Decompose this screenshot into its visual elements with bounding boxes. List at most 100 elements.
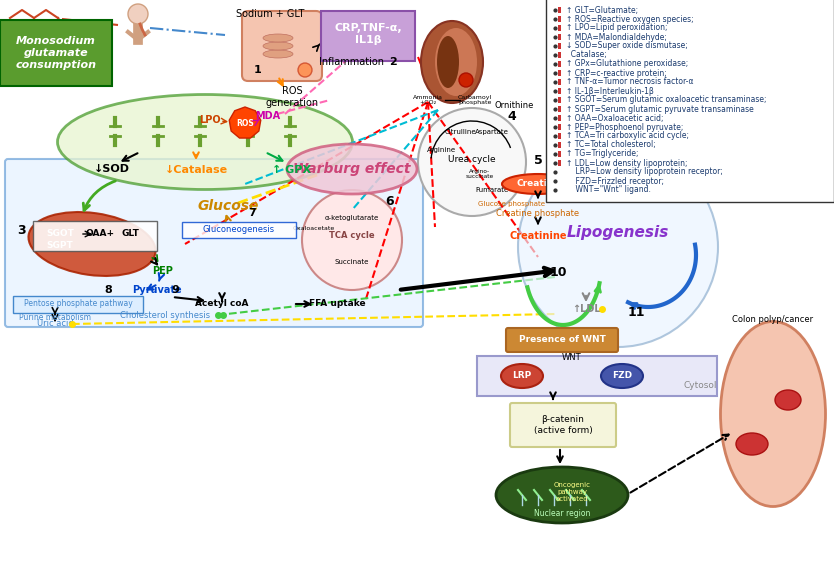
Text: Aspartate: Aspartate xyxy=(475,129,509,135)
Text: Uric acid: Uric acid xyxy=(37,320,73,329)
Text: Succinate: Succinate xyxy=(334,259,369,265)
Text: 5: 5 xyxy=(534,154,542,167)
Text: Colon polyp/cancer: Colon polyp/cancer xyxy=(732,315,813,324)
Text: FFA uptake: FFA uptake xyxy=(309,300,365,309)
Text: Arginine: Arginine xyxy=(428,147,456,153)
Text: OAA+: OAA+ xyxy=(85,229,114,238)
Text: ↑ GPX: ↑ GPX xyxy=(273,165,312,175)
Text: β-catenin
(active form): β-catenin (active form) xyxy=(534,415,592,434)
Text: Acetyl coA: Acetyl coA xyxy=(195,300,249,309)
Text: 4: 4 xyxy=(508,110,516,123)
Bar xyxy=(558,106,561,112)
Text: WNT: WNT xyxy=(562,353,582,362)
Text: 2: 2 xyxy=(389,57,397,67)
Bar xyxy=(558,115,561,121)
Text: ↓SOD: ↓SOD xyxy=(94,164,130,174)
FancyBboxPatch shape xyxy=(0,20,112,86)
Text: LPO: LPO xyxy=(199,115,221,125)
FancyBboxPatch shape xyxy=(321,11,415,61)
FancyBboxPatch shape xyxy=(13,296,143,313)
Text: 8: 8 xyxy=(104,285,112,295)
Text: Sodium + GLT: Sodium + GLT xyxy=(236,9,304,19)
FancyBboxPatch shape xyxy=(182,222,296,238)
Text: FZD: FZD xyxy=(612,371,632,380)
Ellipse shape xyxy=(421,21,483,103)
Circle shape xyxy=(418,108,526,216)
Bar xyxy=(558,16,561,22)
Text: Creatine phosphate: Creatine phosphate xyxy=(496,210,580,219)
Bar xyxy=(558,79,561,85)
Text: ↑ LPO=Lipid peroxidation;: ↑ LPO=Lipid peroxidation; xyxy=(566,24,667,33)
Text: ROS: ROS xyxy=(236,119,254,128)
Bar xyxy=(558,124,561,130)
Circle shape xyxy=(518,147,718,347)
Ellipse shape xyxy=(601,364,643,388)
Text: Cytosol: Cytosol xyxy=(683,380,716,389)
FancyBboxPatch shape xyxy=(33,221,157,251)
Text: 1: 1 xyxy=(254,65,262,75)
FancyBboxPatch shape xyxy=(5,159,423,327)
Ellipse shape xyxy=(58,94,353,189)
Bar xyxy=(558,97,561,103)
Ellipse shape xyxy=(263,50,293,58)
Ellipse shape xyxy=(437,36,459,88)
Text: Warburg effect: Warburg effect xyxy=(294,162,411,176)
Text: Oncogenic
pathway
activated: Oncogenic pathway activated xyxy=(554,482,590,502)
Ellipse shape xyxy=(502,174,574,194)
Text: ↑ GLT=Glutamate;: ↑ GLT=Glutamate; xyxy=(566,6,638,15)
Text: GLT: GLT xyxy=(121,229,139,238)
Text: Purine metabolism: Purine metabolism xyxy=(19,314,91,323)
Circle shape xyxy=(128,4,148,24)
Text: ↑ SGOT=Serum glutamic oxaloacetic transaminase;: ↑ SGOT=Serum glutamic oxaloacetic transa… xyxy=(566,96,766,105)
Text: Nuclear region: Nuclear region xyxy=(534,510,590,519)
Text: 6: 6 xyxy=(385,195,394,208)
Circle shape xyxy=(298,63,312,77)
Bar xyxy=(558,25,561,31)
Text: ↑VLDL: ↑VLDL xyxy=(608,176,644,186)
Text: ↑ CRP=c-reactive protein;: ↑ CRP=c-reactive protein; xyxy=(566,69,666,78)
Text: LRP: LRP xyxy=(512,371,531,380)
Text: ROS
generation: ROS generation xyxy=(265,86,319,108)
Text: Gluconeogenesis: Gluconeogenesis xyxy=(203,225,275,234)
Text: ↑ PEP=Phosphoenol pyruvate;: ↑ PEP=Phosphoenol pyruvate; xyxy=(566,123,683,132)
Text: 9: 9 xyxy=(171,285,179,295)
Text: Creatine: Creatine xyxy=(516,179,560,188)
Text: ↑ SGPT=Serum glutamic pyruvate transaminase: ↑ SGPT=Serum glutamic pyruvate transamin… xyxy=(566,105,754,114)
Text: ↑ OAA=Oxaloacetic acid;: ↑ OAA=Oxaloacetic acid; xyxy=(566,114,664,123)
Bar xyxy=(558,61,561,67)
Text: ↓ SOD=Super oxide dismutase;: ↓ SOD=Super oxide dismutase; xyxy=(566,42,688,51)
Bar xyxy=(558,142,561,148)
Text: ↑ ROS=Reactive oxygen species;: ↑ ROS=Reactive oxygen species; xyxy=(566,15,694,24)
Text: Oxaloacetate: Oxaloacetate xyxy=(293,225,335,230)
Bar xyxy=(558,133,561,139)
Bar xyxy=(558,160,561,166)
Text: ↑ TC=Total cholesterol;: ↑ TC=Total cholesterol; xyxy=(566,140,656,149)
Text: Carbamoyl
phosphate: Carbamoyl phosphate xyxy=(458,94,492,106)
Bar xyxy=(558,34,561,40)
Text: ↑ TNF-α=Tumor necrosis factor-α: ↑ TNF-α=Tumor necrosis factor-α xyxy=(566,78,694,87)
Text: FZD=Frizzled receptor;: FZD=Frizzled receptor; xyxy=(566,176,664,185)
Ellipse shape xyxy=(287,144,417,194)
FancyBboxPatch shape xyxy=(546,0,834,202)
Text: CRP,TNF-α,
IL1β: CRP,TNF-α, IL1β xyxy=(334,23,402,45)
Text: ↑ TCA=Tri carboxylic acid cycle;: ↑ TCA=Tri carboxylic acid cycle; xyxy=(566,132,689,140)
Text: Pentose phosphate pathway: Pentose phosphate pathway xyxy=(23,300,133,309)
Text: Glucose: Glucose xyxy=(198,199,259,213)
FancyBboxPatch shape xyxy=(506,328,618,352)
Text: Glucose phosphate: Glucose phosphate xyxy=(479,201,545,207)
Bar xyxy=(558,88,561,94)
Text: Presence of WNT: Presence of WNT xyxy=(519,336,605,345)
Text: Ammonia
+CO₂: Ammonia +CO₂ xyxy=(413,94,443,106)
Ellipse shape xyxy=(263,34,293,42)
Text: 11: 11 xyxy=(627,306,645,320)
Text: SGOT: SGOT xyxy=(46,229,74,238)
FancyBboxPatch shape xyxy=(510,403,616,447)
Text: ↓Catalase: ↓Catalase xyxy=(164,165,228,175)
Circle shape xyxy=(302,190,402,290)
Text: ↑LDL: ↑LDL xyxy=(571,304,600,314)
Ellipse shape xyxy=(435,28,477,96)
Text: Argino-
succinate: Argino- succinate xyxy=(466,169,494,179)
Text: MDA: MDA xyxy=(255,111,280,121)
Text: ↑ MDA=Malondialdehyde;: ↑ MDA=Malondialdehyde; xyxy=(566,33,667,42)
Ellipse shape xyxy=(496,467,628,523)
